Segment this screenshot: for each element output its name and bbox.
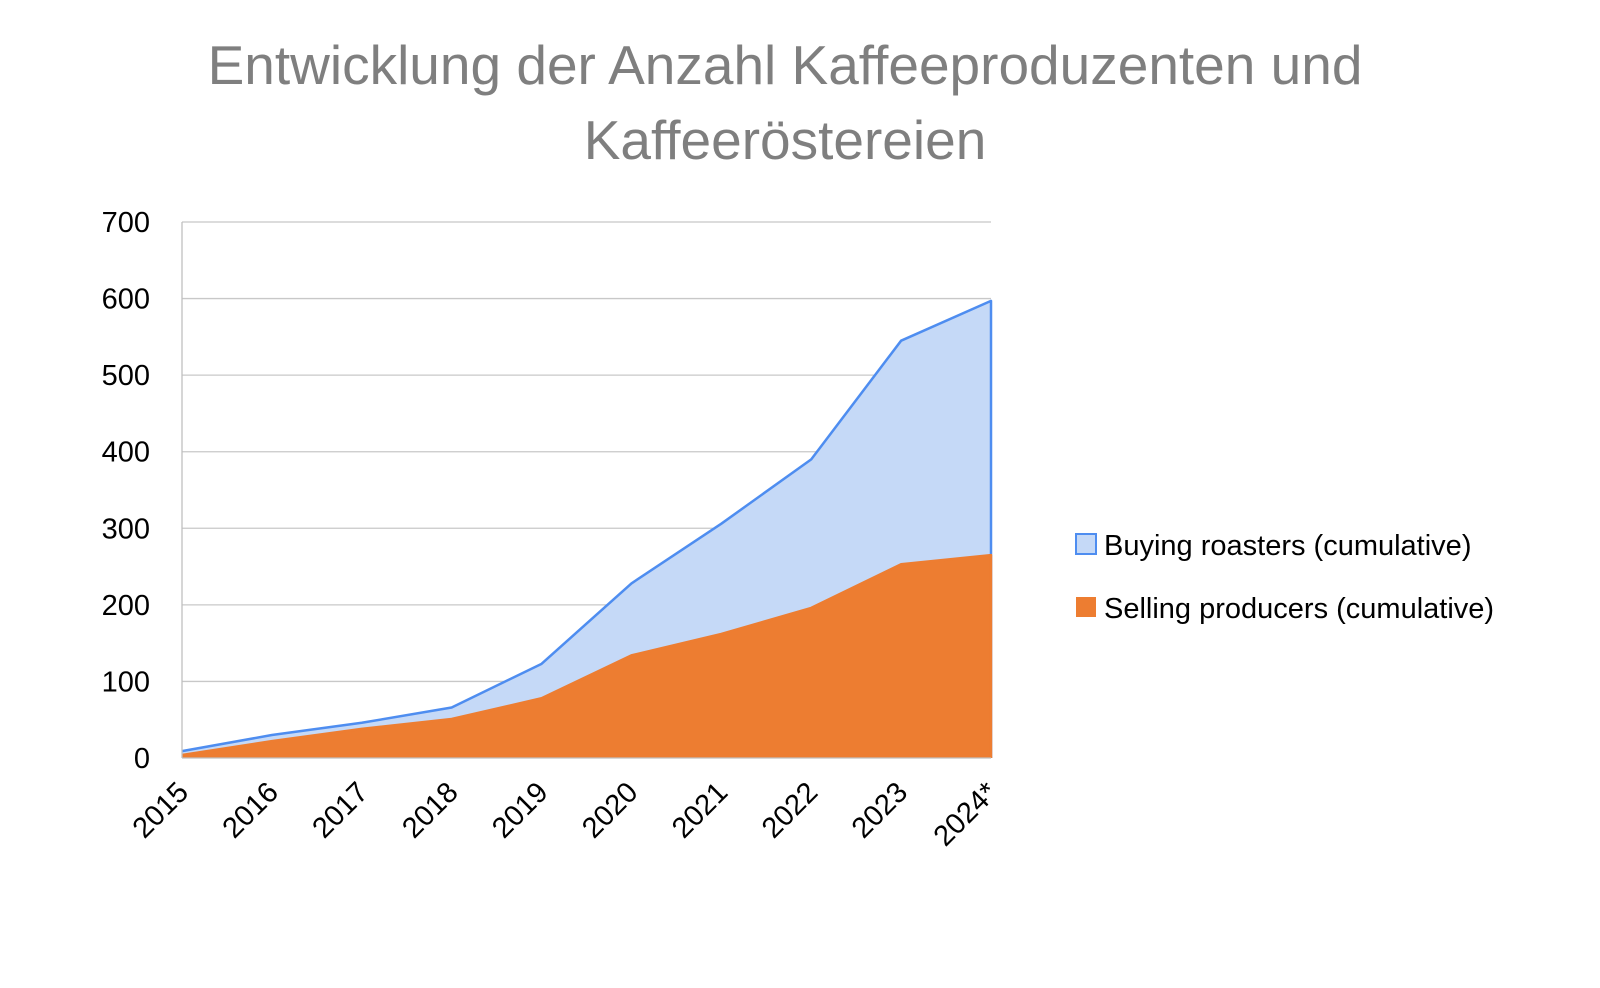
area-outline-series-0 [181, 299, 993, 758]
y-tick-label: 700 [102, 207, 150, 239]
x-tick-label: 2015 [127, 776, 195, 844]
y-tick-label: 500 [102, 360, 150, 392]
data-point-series-1 [900, 563, 902, 565]
legend-label-0: Buying roasters (cumulative) [1104, 530, 1471, 562]
data-point-series-1 [540, 697, 542, 699]
y-tick-label: 0 [134, 743, 150, 775]
x-tick-label: 2019 [486, 776, 554, 844]
y-tick-label: 300 [102, 513, 150, 545]
data-point-series-1 [271, 740, 273, 742]
x-tick-label: 2022 [756, 776, 824, 844]
data-point-series-0 [720, 522, 722, 524]
data-point-series-1 [361, 728, 363, 730]
x-tick-label: 2016 [217, 776, 285, 844]
x-tick-label: 2023 [846, 776, 914, 844]
data-point-series-0 [361, 722, 363, 724]
x-tick-label: 2017 [306, 776, 374, 844]
x-tick-label: 2021 [666, 776, 734, 844]
x-tick-label: 2024* [928, 776, 1004, 852]
y-tick-label: 600 [102, 284, 150, 316]
chart-title: Entwicklung der Anzahl Kaffeeproduzenten… [207, 34, 1363, 171]
data-point-series-0 [271, 734, 273, 736]
data-point-series-0 [630, 582, 632, 584]
data-point-series-0 [450, 706, 452, 708]
legend: Buying roasters (cumulative) Selling prod… [1075, 530, 1494, 625]
data-point-series-0 [990, 300, 992, 302]
data-point-series-0 [900, 339, 902, 341]
data-point-series-0 [540, 663, 542, 665]
y-tick-label: 100 [102, 666, 150, 698]
y-tick-label: 400 [102, 437, 150, 469]
data-point-series-1 [630, 654, 632, 656]
data-point-series-1 [990, 554, 992, 556]
plot-areas [181, 299, 993, 758]
y-tick-label: 200 [102, 590, 150, 622]
x-tick-label: 2020 [576, 776, 644, 844]
data-point-series-0 [810, 458, 812, 460]
data-point-series-1 [810, 607, 812, 609]
area-outline-series-1 [181, 553, 993, 758]
area-series-1 [182, 555, 991, 758]
data-point-series-1 [720, 633, 722, 635]
legend-label-1: Selling producers (cumulative) [1104, 593, 1494, 625]
data-point-series-1 [450, 718, 452, 720]
x-tick-label: 2018 [396, 776, 464, 844]
legend-swatch-0 [1075, 533, 1097, 555]
legend-swatch-1 [1076, 597, 1096, 617]
